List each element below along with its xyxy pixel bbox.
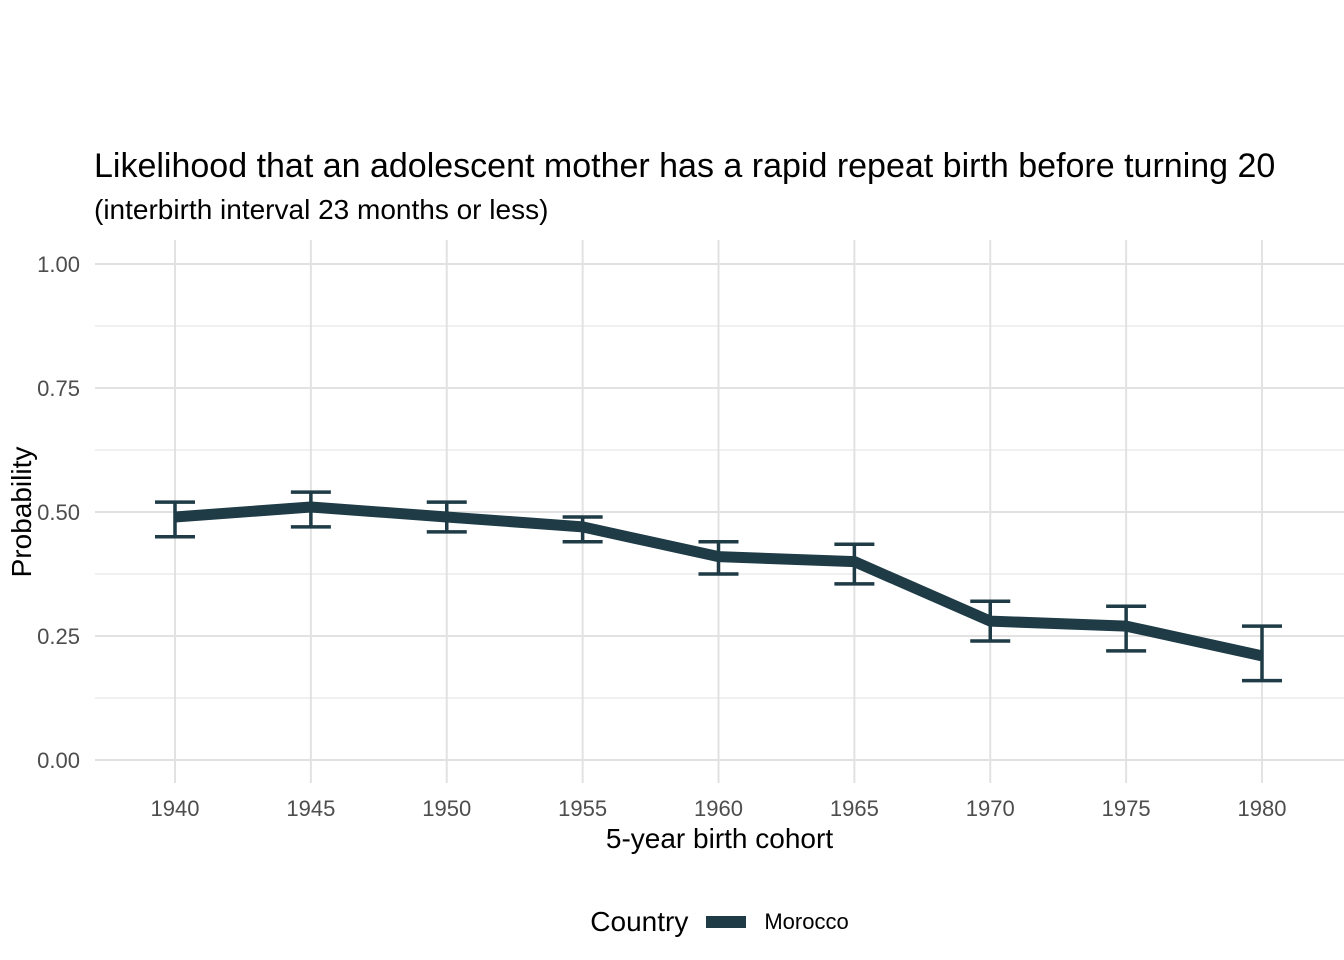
x-tick-label: 1975 (1102, 796, 1151, 821)
legend: Country Morocco (95, 900, 1344, 944)
y-axis-title: Probability (6, 446, 37, 578)
legend-title: Country (590, 906, 689, 937)
x-tick-label: 1980 (1238, 796, 1287, 821)
x-tick-label: 1960 (694, 796, 743, 821)
chart-subtitle: (interbirth interval 23 months or less) (94, 194, 549, 225)
y-tick-label: 0.75 (37, 376, 80, 401)
x-axis-title: 5-year birth cohort (605, 823, 834, 854)
legend-key-line-swatch (706, 916, 747, 928)
x-tick-label: 1965 (830, 796, 879, 821)
y-tick-label: 0.00 (37, 748, 80, 773)
y-tick-label: 0.25 (37, 624, 80, 649)
y-tick-label: 0.50 (37, 500, 80, 525)
x-tick-label: 1945 (286, 796, 335, 821)
x-tick-label: 1940 (151, 796, 200, 821)
x-tick-label: 1970 (966, 796, 1015, 821)
x-tick-label: 1955 (558, 796, 607, 821)
y-tick-label: 1.00 (37, 252, 80, 277)
legend-entry-label: Morocco (764, 909, 849, 934)
x-tick-label: 1950 (422, 796, 471, 821)
chart-title: Likelihood that an adolescent mother has… (94, 147, 1276, 185)
trend-line-morocco (174, 501, 1264, 662)
